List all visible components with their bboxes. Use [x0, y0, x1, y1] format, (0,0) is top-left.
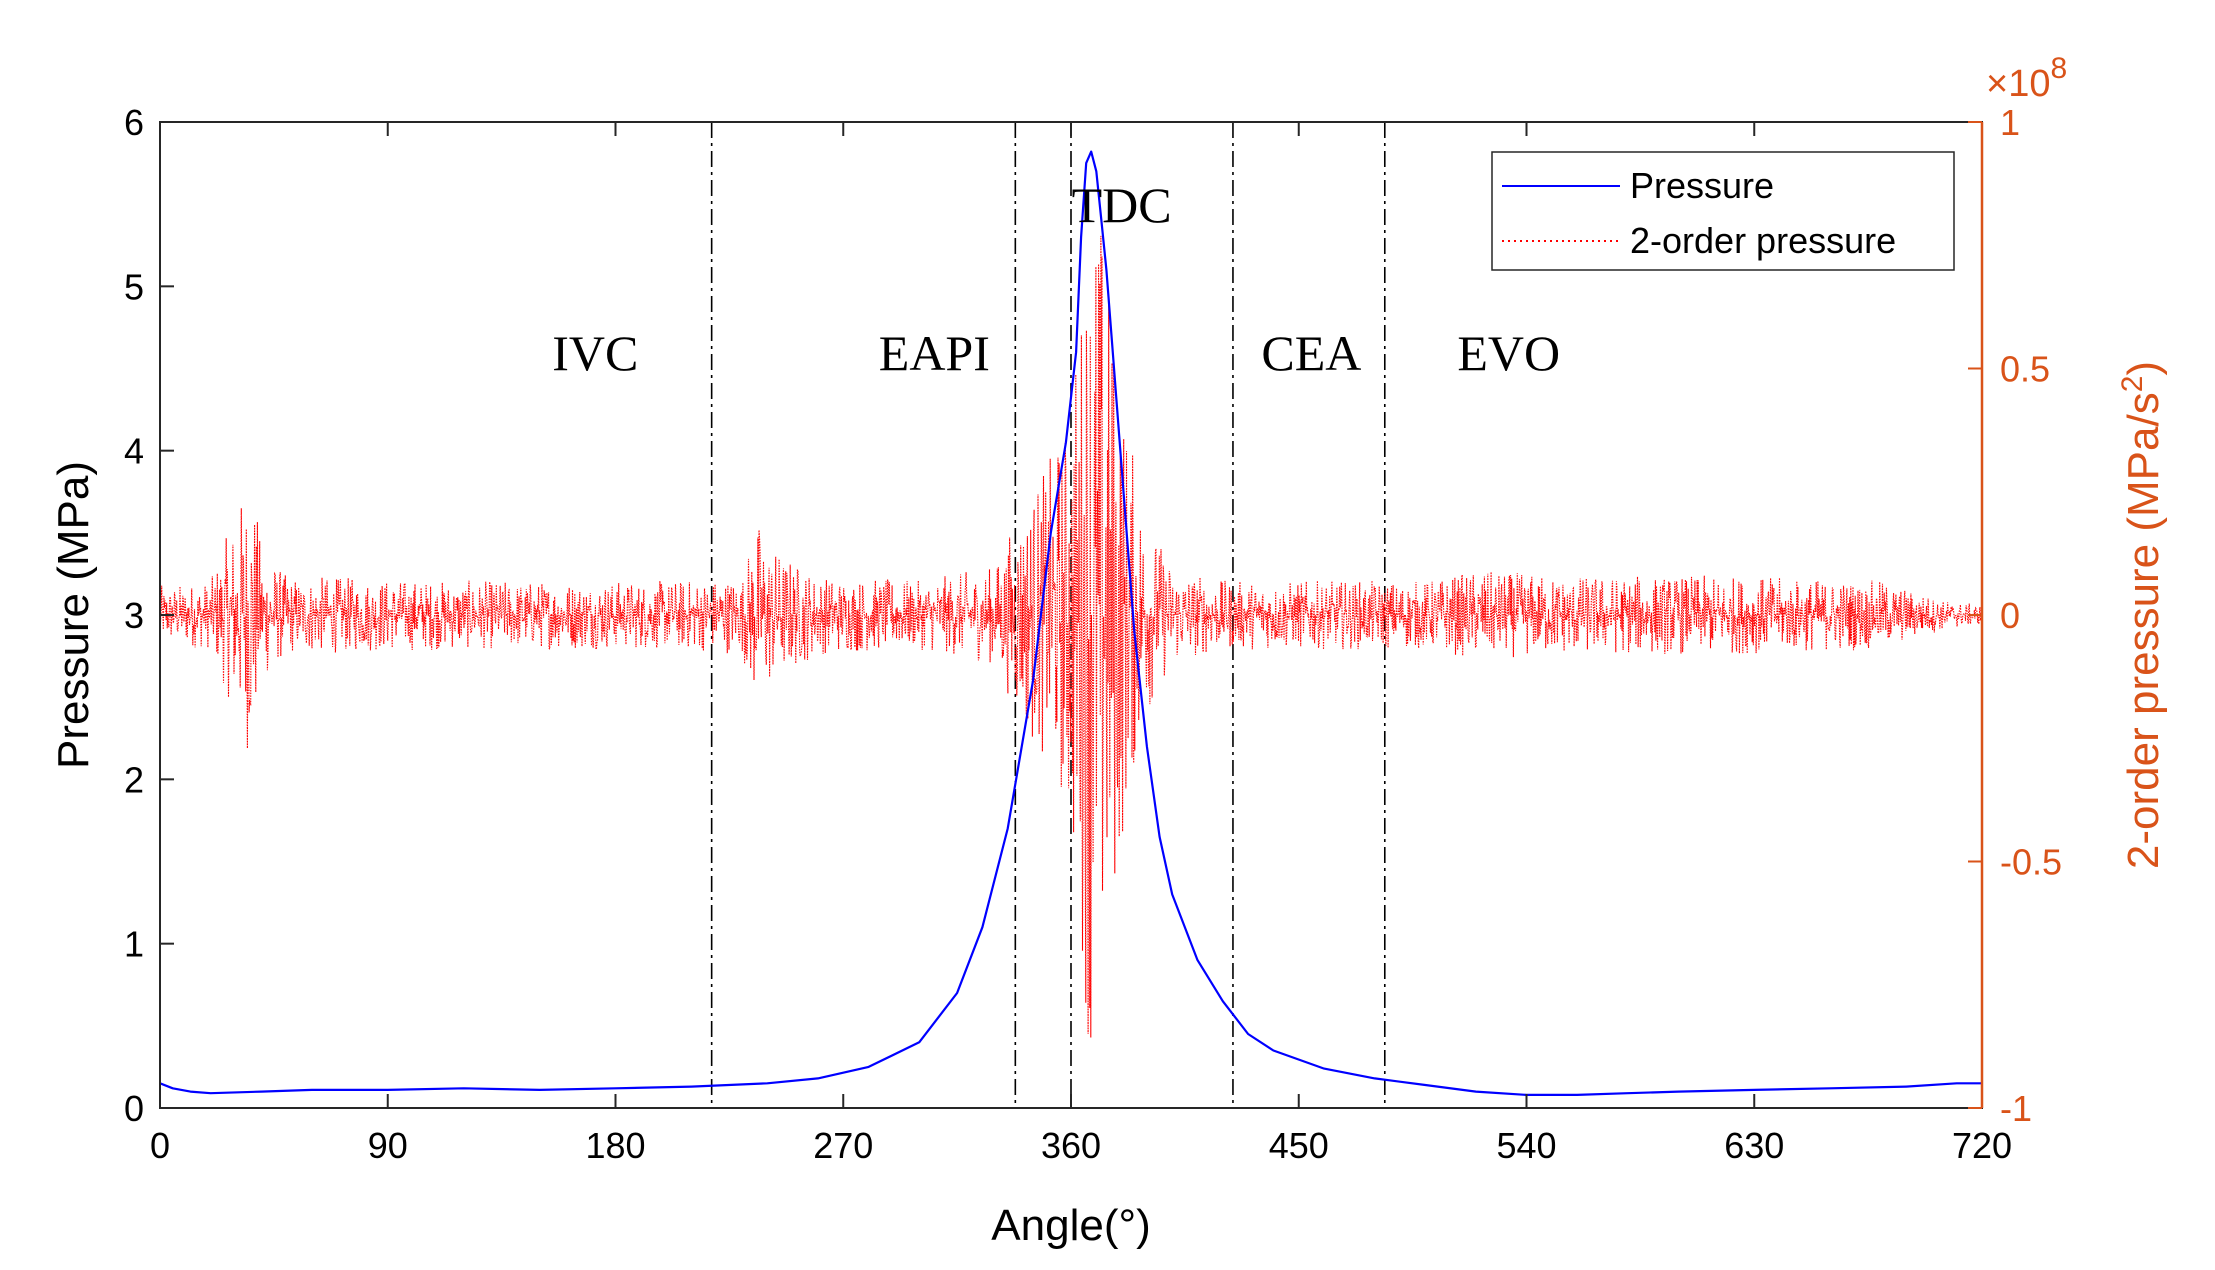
x-tick-label: 450 — [1269, 1125, 1329, 1166]
phase-label: TDC — [1072, 177, 1172, 233]
y-right-tick-label: 0.5 — [2000, 349, 2050, 390]
y-left-tick-label: 1 — [124, 924, 144, 965]
left-axis-title: Pressure (MPa) — [49, 461, 98, 769]
x-tick-label: 720 — [1952, 1125, 2012, 1166]
y-left-tick-label: 5 — [124, 266, 144, 307]
phase-label: IVC — [552, 325, 638, 381]
x-tick-label: 270 — [813, 1125, 873, 1166]
legend: Pressure 2-order pressure — [1491, 151, 1955, 271]
phase-label: EVO — [1457, 325, 1560, 381]
legend-second-order-label: 2-order pressure — [1630, 220, 1896, 261]
x-tick-label: 540 — [1496, 1125, 1556, 1166]
legend-pressure-label: Pressure — [1630, 165, 1774, 206]
y-left-tick-label: 0 — [124, 1088, 144, 1129]
y-right-tick-label: 1 — [2000, 102, 2020, 143]
right-axis-multiplier: ×108 — [1986, 52, 2067, 105]
right-axis-title-sup: 2 — [2116, 376, 2149, 393]
x-axis-title: Angle(°) — [991, 1201, 1150, 1250]
legend-box — [1491, 151, 1955, 271]
phase-label: CEA — [1261, 325, 1361, 381]
y-left-tick-label: 2 — [124, 759, 144, 800]
second-order-pressure-line — [160, 235, 1982, 1038]
x-tick-label: 0 — [150, 1125, 170, 1166]
y-right-tick-label: -1 — [2000, 1088, 2032, 1129]
y-right-tick-label: -0.5 — [2000, 842, 2062, 883]
x-tick-label: 630 — [1724, 1125, 1784, 1166]
phase-labels: IVC EAPI TDC CEA EVO — [552, 177, 1560, 381]
x-tick-label: 90 — [368, 1125, 408, 1166]
right-axis-multiplier-base: ×10 — [1986, 63, 2050, 105]
pressure-line — [160, 150, 1982, 1096]
y-right-tick-label: 0 — [2000, 595, 2020, 636]
right-axis-title: 2-order pressure (MPa/s2) — [2116, 361, 2168, 869]
x-tick-label: 180 — [585, 1125, 645, 1166]
series-layer — [160, 150, 1982, 1096]
y-left-tick-label: 4 — [124, 431, 144, 472]
x-tick-label: 360 — [1041, 1125, 1101, 1166]
axis-ticks: 0 90 180 270 360 450 540 630 720 0 1 2 3 4 5 6 -1 -0.5 0 0.… — [124, 102, 2062, 1166]
right-axis-multiplier-exp: 8 — [2050, 52, 2067, 85]
y-left-tick-label: 6 — [124, 102, 144, 143]
right-axis-title-base: 2-order pressure (MPa/s — [2119, 392, 2168, 869]
right-axis-title-end: ) — [2119, 361, 2168, 376]
phase-label: EAPI — [879, 325, 990, 381]
y-left-tick-label: 3 — [124, 595, 144, 636]
